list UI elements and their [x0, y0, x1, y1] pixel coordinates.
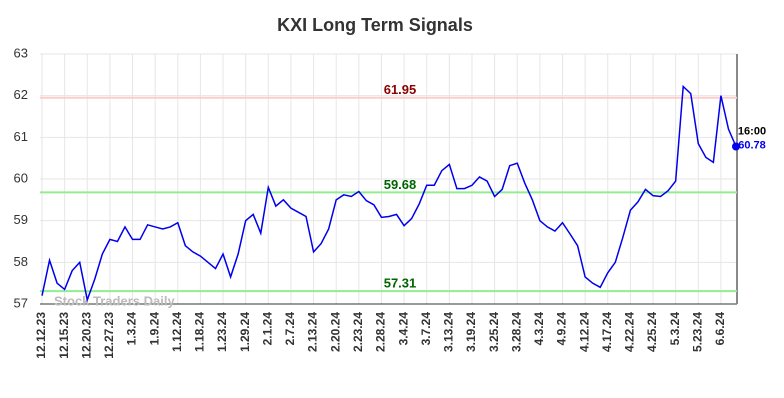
- x-tick-label: 5.3.24: [668, 312, 682, 346]
- x-tick-label: 1.23.24: [215, 312, 229, 352]
- x-tick-label: 2.13.24: [306, 312, 320, 352]
- level-label: 57.31: [384, 276, 417, 291]
- x-tick-label: 3.7.24: [419, 312, 433, 346]
- x-tick-label: 2.7.24: [283, 312, 297, 346]
- x-tick-label: 2.1.24: [260, 312, 274, 346]
- x-tick-label: 12.15.23: [57, 312, 71, 359]
- x-tick-label: 3.19.24: [464, 312, 478, 352]
- x-tick-label: 5.23.24: [690, 312, 704, 352]
- chart-title: KXI Long Term Signals: [277, 15, 473, 35]
- x-tick-label: 2.23.24: [351, 312, 365, 352]
- y-tick-label: 59: [14, 212, 28, 227]
- x-tick-label: 3.4.24: [396, 312, 410, 346]
- y-tick-label: 58: [14, 254, 28, 269]
- x-tick-label: 1.12.24: [170, 312, 184, 352]
- x-tick-label: 12.20.23: [79, 312, 93, 359]
- last-point: [732, 142, 740, 151]
- x-tick-label: 4.17.24: [600, 312, 614, 352]
- y-tick-label: 63: [14, 45, 28, 60]
- watermark: Stock Traders Daily: [54, 293, 175, 308]
- level-label: 61.95: [384, 82, 417, 97]
- y-tick-label: 62: [14, 87, 28, 102]
- x-tick-label: 1.3.24: [125, 312, 139, 346]
- price-line: [41, 84, 737, 303]
- x-tick-label: 4.9.24: [555, 312, 569, 346]
- x-tick-label: 2.20.24: [328, 312, 342, 352]
- last-value: 60.78: [738, 139, 766, 151]
- x-tick-label: 12.12.23: [34, 312, 48, 359]
- x-tick-label: 4.12.24: [577, 312, 591, 352]
- x-tick-label: 2.28.24: [374, 312, 388, 352]
- x-tick-label: 4.3.24: [532, 312, 546, 346]
- y-tick-label: 57: [14, 295, 28, 310]
- x-tick-label: 4.22.24: [623, 312, 637, 352]
- x-tick-label: 1.18.24: [193, 312, 207, 352]
- x-tick-label: 6.6.24: [713, 312, 727, 346]
- last-time: 16:00: [738, 125, 766, 137]
- x-tick-label: 1.29.24: [238, 312, 252, 352]
- x-tick-label: 3.13.24: [442, 312, 456, 352]
- x-tick-label: 3.28.24: [509, 312, 523, 352]
- y-tick-label: 61: [14, 129, 28, 144]
- x-tick-label: 3.25.24: [487, 312, 501, 352]
- x-tick-label: 1.9.24: [147, 312, 161, 346]
- x-tick-label: 12.27.23: [102, 312, 116, 359]
- x-tick-label: 4.25.24: [645, 312, 659, 352]
- level-label: 59.68: [384, 177, 417, 192]
- y-tick-label: 60: [14, 170, 28, 185]
